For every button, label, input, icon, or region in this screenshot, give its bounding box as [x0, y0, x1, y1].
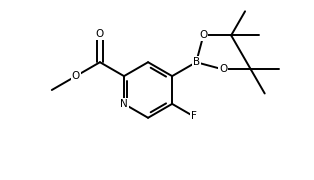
Text: O: O: [72, 71, 80, 81]
Text: F: F: [191, 111, 197, 121]
Text: O: O: [199, 30, 208, 40]
Text: O: O: [96, 30, 104, 39]
Text: B: B: [192, 57, 200, 67]
Text: O: O: [219, 64, 227, 74]
Text: N: N: [120, 99, 128, 109]
